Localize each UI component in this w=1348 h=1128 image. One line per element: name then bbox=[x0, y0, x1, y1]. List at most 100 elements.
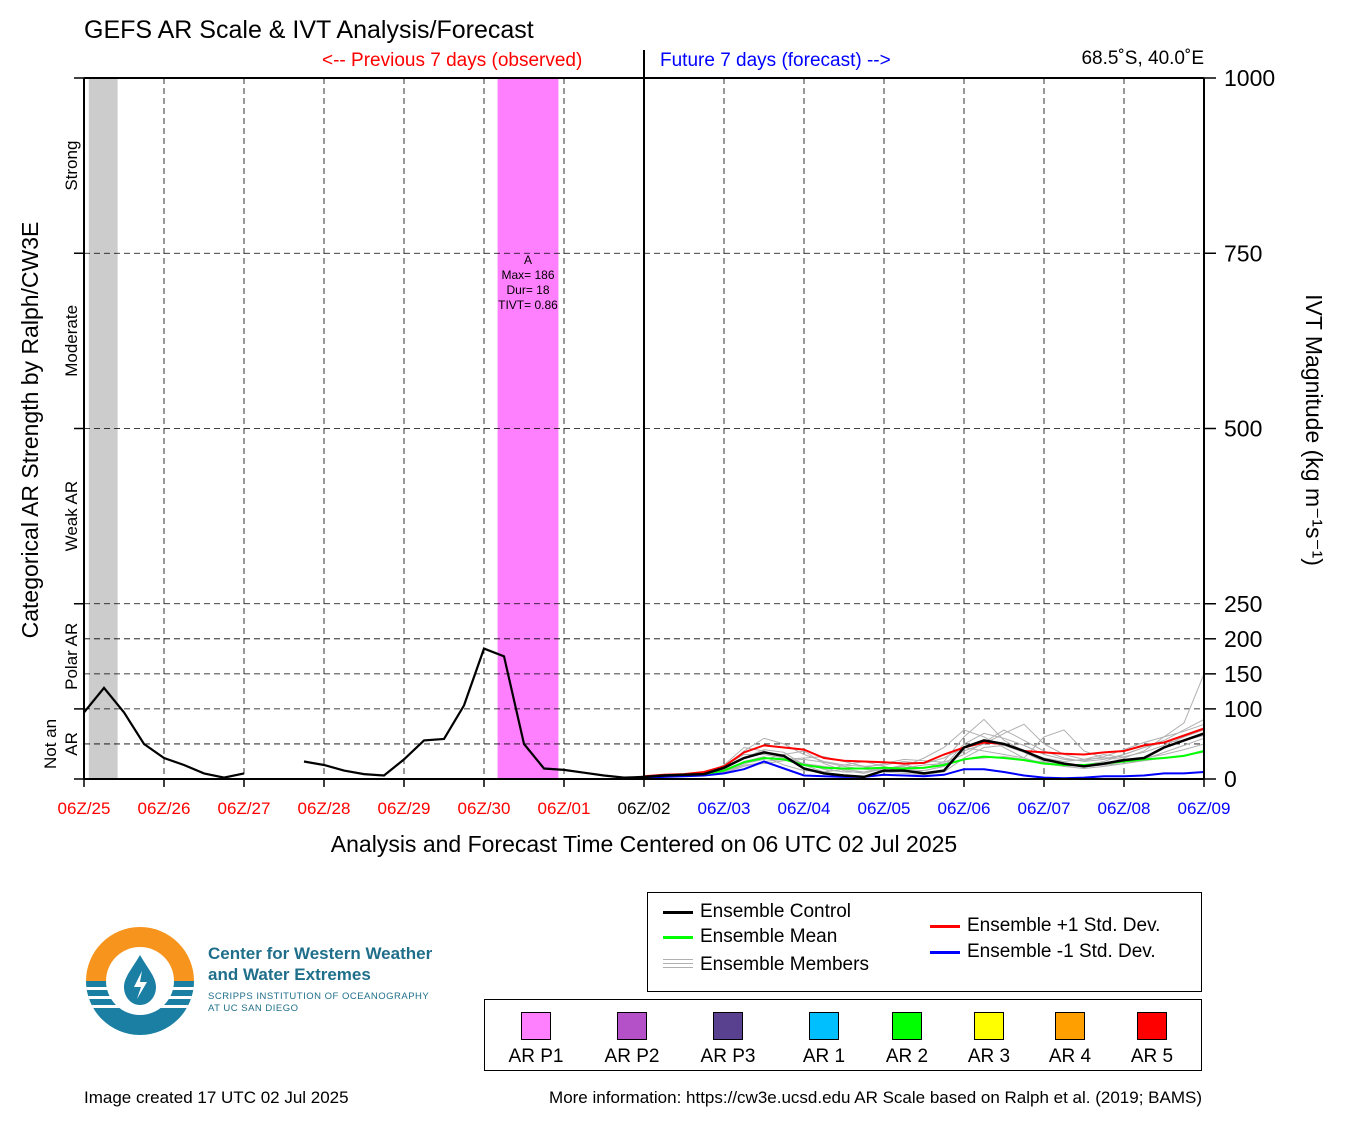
x-tick-label: 06Z/04 bbox=[778, 799, 831, 818]
category-label: Polar AR bbox=[62, 623, 81, 690]
x-tick-label: 06Z/28 bbox=[298, 799, 351, 818]
ar-scale-swatch-5 bbox=[1137, 1012, 1167, 1040]
ar-scale-label-2: AR 2 bbox=[885, 1046, 929, 1067]
location-label: 68.5˚S, 40.0˚E bbox=[1081, 48, 1204, 69]
logo-org-name: Center for Western Weather and Water Ext… bbox=[208, 943, 432, 985]
ar-scale-item-5: AR 5 bbox=[1117, 1012, 1187, 1068]
category-label: AR bbox=[62, 732, 81, 756]
line-legend: Ensemble Control Ensemble Mean Ensemble … bbox=[647, 892, 1202, 992]
series-line-ensemble-control bbox=[643, 732, 1205, 779]
previous-period-label: <-- Previous 7 days (observed) bbox=[322, 50, 583, 71]
legend-swatch-mean bbox=[663, 935, 693, 939]
ar-scale-item-p2: AR P2 bbox=[597, 1012, 667, 1068]
y-axis-title-left: Categorical AR Strength by Ralph/CW3E bbox=[17, 222, 43, 639]
x-tick-label: 06Z/06 bbox=[938, 799, 991, 818]
x-tick-label: 06Z/27 bbox=[218, 799, 271, 818]
legend-item-mean: Ensemble Mean bbox=[663, 926, 837, 948]
legend-swatch-members bbox=[663, 959, 693, 971]
y-tick-label: 200 bbox=[1224, 626, 1262, 652]
ar-scale-label-p2: AR P2 bbox=[604, 1046, 660, 1067]
ensemble-member-line-1 bbox=[643, 718, 1205, 778]
ar-event-annotation-0: A bbox=[524, 253, 532, 267]
y-tick-label: 750 bbox=[1224, 240, 1262, 266]
ensemble-member-line-7 bbox=[643, 723, 1205, 778]
ar-scale-label-p1: AR P1 bbox=[508, 1046, 564, 1067]
ar-scale-swatch-p3 bbox=[713, 1012, 743, 1040]
logo-line-1: Center for Western Weather bbox=[208, 944, 433, 963]
legend-item-plus-std: Ensemble +1 Std. Dev. bbox=[930, 915, 1160, 937]
x-tick-label: 06Z/01 bbox=[538, 799, 591, 818]
legend-label-minus-std: Ensemble -1 Std. Dev. bbox=[967, 941, 1156, 962]
x-tick-label: 06Z/26 bbox=[138, 799, 191, 818]
observed-ivt-line-1 bbox=[303, 647, 645, 779]
legend-label-mean: Ensemble Mean bbox=[700, 926, 838, 947]
legend-swatch-minus-std bbox=[930, 950, 960, 954]
x-tick-label: 06Z/08 bbox=[1098, 799, 1151, 818]
ar-scale-label-4: AR 4 bbox=[1048, 1046, 1092, 1067]
y-tick-label: 100 bbox=[1224, 696, 1262, 722]
ar-scale-label-p3: AR P3 bbox=[700, 1046, 756, 1067]
legend-label-plus-std: Ensemble +1 Std. Dev. bbox=[967, 915, 1161, 936]
series-line-ensemble-1-std-dev- bbox=[643, 760, 1205, 780]
category-label: Moderate bbox=[62, 305, 81, 377]
ar-scale-item-p1: AR P1 bbox=[501, 1012, 571, 1068]
logo-line-4: AT UC SAN DIEGO bbox=[208, 1003, 299, 1014]
y-tick-label: 1000 bbox=[1224, 65, 1275, 91]
ar-event-annotation-3: TIVT= 0.86 bbox=[498, 298, 558, 312]
y-tick-label: 500 bbox=[1224, 416, 1262, 442]
ar-scale-swatch-p2 bbox=[617, 1012, 647, 1040]
legend-item-members: Ensemble Members bbox=[663, 954, 869, 976]
legend-label-control: Ensemble Control bbox=[700, 901, 852, 922]
y-tick-label: 150 bbox=[1224, 661, 1262, 687]
ar-scale-swatch-p1 bbox=[521, 1012, 551, 1040]
shaded-period-0 bbox=[88, 78, 118, 779]
x-tick-label: 06Z/29 bbox=[378, 799, 431, 818]
legend-label-members: Ensemble Members bbox=[700, 954, 869, 975]
ar-scale-swatch-2 bbox=[892, 1012, 922, 1040]
x-tick-label: 06Z/03 bbox=[698, 799, 751, 818]
ensemble-member-line-6 bbox=[643, 751, 1205, 778]
ar-event-annotation-1: Max= 186 bbox=[501, 268, 554, 282]
x-tick-label: 06Z/02 bbox=[618, 799, 671, 818]
y-tick-label: 0 bbox=[1224, 766, 1237, 792]
x-tick-label: 06Z/07 bbox=[1018, 799, 1071, 818]
legend-swatch-plus-std bbox=[930, 924, 960, 928]
legend-item-control: Ensemble Control bbox=[663, 901, 851, 923]
category-label: Not an bbox=[41, 719, 60, 769]
category-label: Strong bbox=[62, 141, 81, 191]
ar-scale-item-2: AR 2 bbox=[872, 1012, 942, 1068]
logo-line-3: SCRIPPS INSTITUTION OF OCEANOGRAPHY bbox=[208, 991, 430, 1002]
chart-title: GEFS AR Scale & IVT Analysis/Forecast bbox=[84, 16, 534, 44]
observed-ivt-line-0 bbox=[83, 686, 245, 779]
logo-line-2: and Water Extremes bbox=[208, 965, 371, 984]
ar-scale-item-1: AR 1 bbox=[789, 1012, 859, 1068]
footer-created: Image created 17 UTC 02 Jul 2025 bbox=[84, 1088, 349, 1107]
y-axis-title-right: IVT Magnitude (kg m⁻¹s⁻¹) bbox=[1301, 294, 1327, 566]
ar-scale-item-4: AR 4 bbox=[1035, 1012, 1105, 1068]
legend-swatch-control bbox=[663, 910, 693, 914]
x-axis-title: Analysis and Forecast Time Centered on 0… bbox=[331, 831, 957, 857]
ar-scale-label-3: AR 3 bbox=[967, 1046, 1011, 1067]
ar-scale-item-p3: AR P3 bbox=[693, 1012, 763, 1068]
x-tick-label: 06Z/05 bbox=[858, 799, 911, 818]
ar-scale-swatch-3 bbox=[974, 1012, 1004, 1040]
x-tick-label: 06Z/09 bbox=[1178, 799, 1231, 818]
footer-more-info: More information: https://cw3e.ucsd.edu … bbox=[549, 1088, 1202, 1107]
cw3e-logo-icon bbox=[86, 927, 194, 1035]
logo-institution: SCRIPPS INSTITUTION OF OCEANOGRAPHY AT U… bbox=[208, 991, 429, 1015]
ar-scale-label-1: AR 1 bbox=[802, 1046, 846, 1067]
legend-item-minus-std: Ensemble -1 Std. Dev. bbox=[930, 941, 1156, 963]
category-label: Weak AR bbox=[62, 481, 81, 552]
ar-scale-swatch-4 bbox=[1055, 1012, 1085, 1040]
ar-scale-item-3: AR 3 bbox=[954, 1012, 1024, 1068]
y-tick-label: 250 bbox=[1224, 591, 1262, 617]
series-line-ensemble-1-std-dev- bbox=[643, 727, 1205, 778]
ar-event-annotation-2: Dur= 18 bbox=[506, 283, 549, 297]
cw3e-logo: Center for Western Weather and Water Ext… bbox=[84, 925, 464, 1037]
x-tick-label: 06Z/25 bbox=[58, 799, 111, 818]
ar-scale-label-5: AR 5 bbox=[1130, 1046, 1174, 1067]
ar-scale-swatch-1 bbox=[809, 1012, 839, 1040]
x-tick-label: 06Z/30 bbox=[458, 799, 511, 818]
ar-scale-legend: AR P1 AR P2 AR P3 AR 1 AR 2 AR 3 AR 4 AR… bbox=[484, 999, 1202, 1071]
